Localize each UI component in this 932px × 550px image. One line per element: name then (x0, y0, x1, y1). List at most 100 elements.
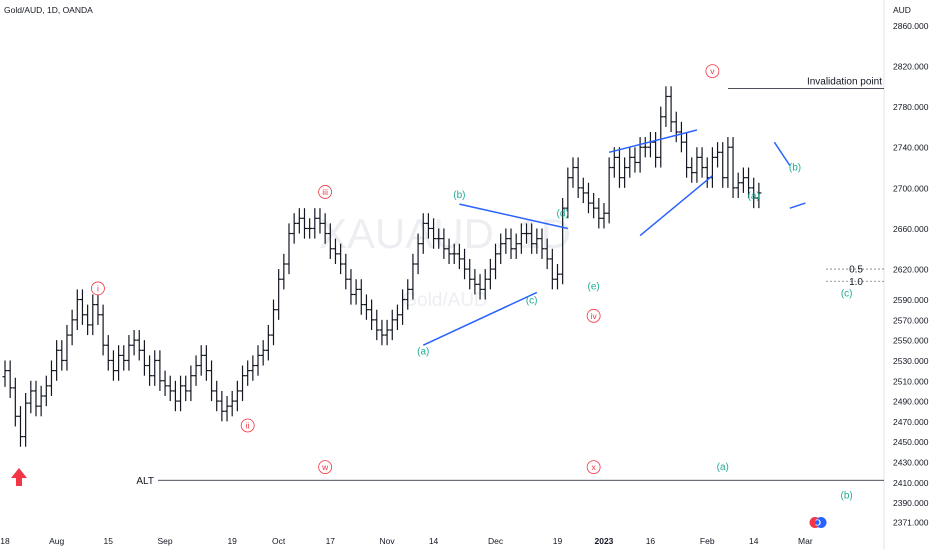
ohlc-bar (431, 218, 437, 249)
ohlc-bar (79, 289, 85, 325)
ohlc-bar (23, 392, 29, 447)
wave-label: i (91, 281, 105, 296)
ohlc-bar (400, 289, 406, 325)
ohlc-bar (110, 350, 116, 381)
ohlc-bar (467, 258, 473, 290)
ohlc-bar (198, 345, 204, 376)
ohlc-bar (353, 279, 359, 305)
ohlc-bar (28, 380, 34, 414)
ohlc-bar (17, 406, 23, 447)
ohlc-bar (508, 228, 514, 259)
y-axis: 2371.000 2390.000 2410.000 2430.000 2450.000… (893, 21, 929, 528)
ohlc-bar (116, 345, 122, 381)
ohlc-bar (663, 86, 669, 127)
y-tick-label: 2620.000 (893, 265, 929, 275)
ohlc-bar (632, 147, 638, 173)
ohlc-bar (234, 380, 240, 412)
y-tick-label: 2450.000 (893, 437, 929, 447)
ohlc-bar (322, 213, 328, 244)
ohlc-bar (684, 132, 690, 178)
ohlc-bar (653, 132, 659, 168)
ohlc-bar (694, 147, 700, 183)
ohlc-bar (327, 223, 333, 259)
ohlc-bar (7, 360, 13, 399)
ohlc-bar (291, 213, 297, 244)
wave-label: (b) (841, 491, 853, 502)
y-tick-label: 2470.000 (893, 417, 929, 427)
ohlc-bar (549, 248, 555, 290)
svg-text:Ↄ: Ↄ (815, 519, 821, 528)
svg-text:v: v (710, 66, 715, 76)
ohlc-bar (601, 203, 607, 229)
svg-text:ii: ii (246, 420, 250, 430)
ohlc-bar (415, 233, 421, 275)
y-tick-label: 2550.000 (893, 336, 929, 346)
pattern-line (639, 175, 713, 237)
x-tick-label: Aug (49, 536, 64, 546)
svg-text:(a): (a) (748, 191, 760, 202)
y-tick-label: 2530.000 (893, 356, 929, 366)
svg-text:(c): (c) (526, 296, 538, 307)
ohlc-bar (229, 390, 235, 417)
ohlc-bar (188, 365, 194, 402)
x-tick-label: 14 (429, 536, 439, 546)
ohlc-bar (183, 375, 189, 402)
ohlc-bar (575, 157, 581, 198)
pattern-line (773, 141, 791, 166)
wave-label: (c) (841, 288, 853, 299)
ohlc-bar (647, 132, 653, 158)
ohlc-bar (379, 319, 385, 346)
wave-label: (c) (526, 296, 538, 307)
ohlc-bar (384, 319, 390, 346)
y-tick-label: 2490.000 (893, 397, 929, 407)
tradingview-logo-icon[interactable]: Ↄ (809, 516, 827, 529)
ohlc-bar (544, 238, 550, 270)
ohlc-bar (90, 294, 96, 336)
wave-label: iii (318, 185, 333, 199)
ohlc-bar (255, 345, 261, 376)
ohlc-bar (420, 213, 426, 254)
ohlc-bar (704, 157, 710, 188)
ohlc-bar (105, 335, 111, 371)
x-tick-label: 15 (104, 536, 114, 546)
ohlc-bar (33, 380, 39, 417)
ohlc-bar (307, 218, 313, 239)
ohlc-bar (131, 330, 137, 356)
ohlc-bar (565, 167, 571, 219)
fib-label-0-5: 0.5 (849, 265, 863, 276)
ohlc-bar (59, 340, 65, 371)
ohlc-bar (85, 304, 91, 336)
wave-label: (b) (453, 190, 465, 201)
y-tick-label: 2590.000 (893, 295, 929, 305)
y-tick-label: 2700.000 (893, 183, 929, 193)
ohlc-bar (348, 269, 354, 305)
chart-title: Gold/AUD, 1D, OANDA (4, 5, 93, 15)
ohlc-bar (472, 269, 478, 295)
y-tick-label: 2780.000 (893, 102, 929, 112)
ohlc-bar (178, 375, 184, 412)
ohlc-bar (446, 238, 452, 264)
ohlc-bar (611, 147, 617, 178)
ohlc-bar (136, 330, 142, 361)
ohlc-bar (100, 304, 106, 356)
svg-text:(a): (a) (417, 346, 429, 357)
ohlc-bar (689, 157, 695, 183)
pattern-line (422, 291, 538, 346)
ohlc-bar (534, 228, 540, 254)
ohlc-bar (394, 304, 400, 330)
ohlc-bar (203, 345, 209, 381)
svg-text:(b): (b) (841, 491, 853, 502)
ohlc-bar (317, 208, 323, 234)
x-tick-label: 18 (0, 536, 10, 546)
svg-text:w: w (321, 462, 329, 472)
pattern-lines (422, 129, 806, 346)
y-tick-label: 2410.000 (893, 478, 929, 488)
ohlc-bar (224, 396, 230, 422)
ohlc-bar (338, 243, 344, 275)
ohlc-bar (436, 228, 442, 249)
ohlc-bar (456, 243, 462, 270)
x-tick-label: 19 (227, 536, 237, 546)
y-tick-label: 2570.000 (893, 315, 929, 325)
ohlc-bar (265, 324, 271, 361)
